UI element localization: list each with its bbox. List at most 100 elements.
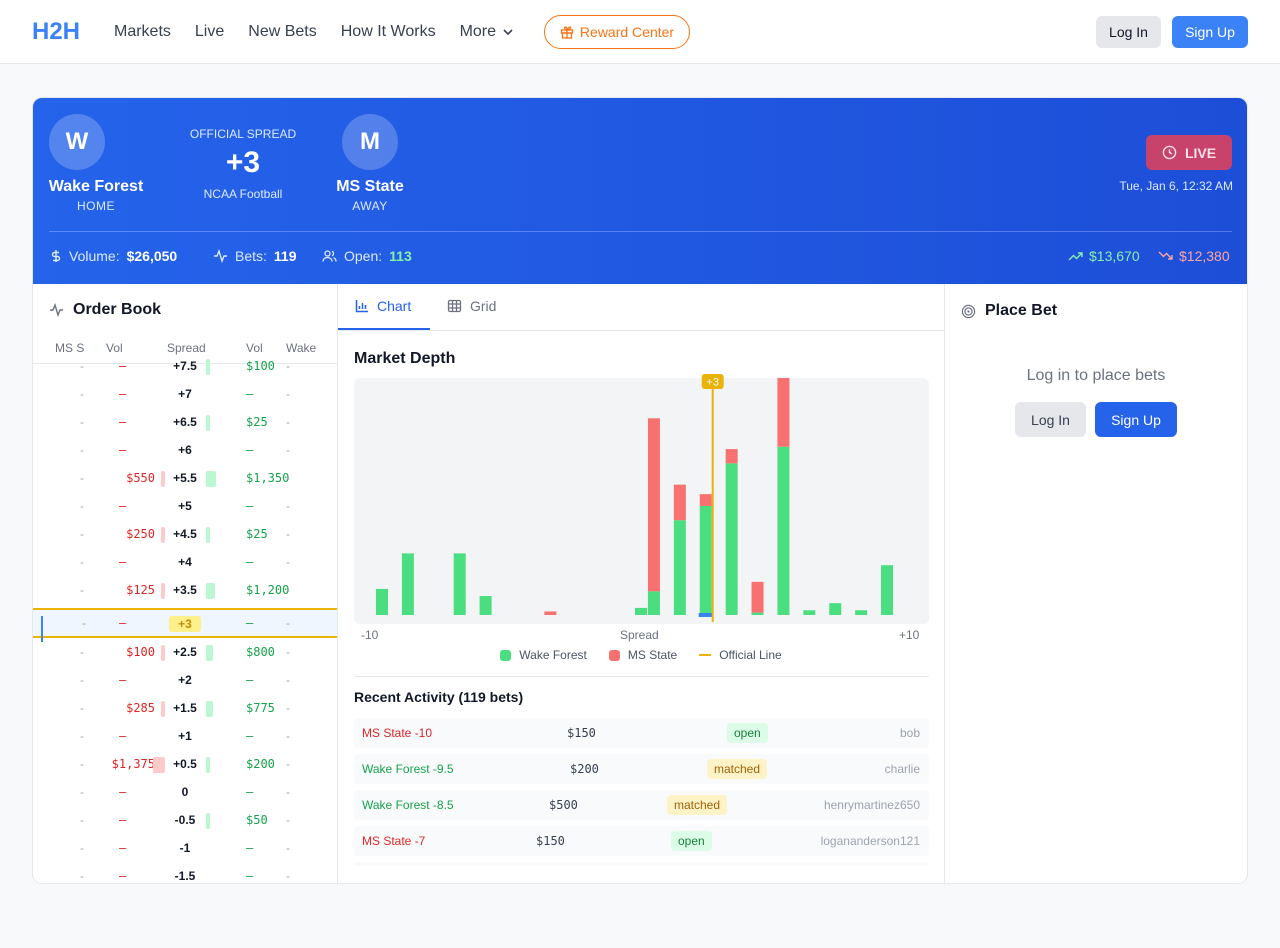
wake-volume: $50 [246,813,268,827]
order-book-row[interactable]: - – +1 – - [33,724,337,752]
wake-count: - [286,583,290,597]
reward-center-label: Reward Center [579,24,675,40]
reward-center-button[interactable]: Reward Center [544,15,690,49]
ms-volume: $550 [126,471,155,485]
header-wake: Wake [286,341,317,355]
market-card: W Wake Forest HOME OFFICIAL SPREAD +3 NC… [32,97,1248,884]
nav-link-markets[interactable]: Markets [114,23,171,40]
market-depth-title: Market Depth [354,350,456,367]
wake-depth-bar [829,603,842,615]
wake-depth-bar [855,610,868,615]
home-team-side: HOME [77,199,115,213]
order-book-row[interactable]: - $125 +3.5 $1,200- [33,578,337,606]
open-label: Open: [344,248,383,264]
bet-side: Wake Forest -8.5 [362,798,454,812]
spread-value: +3.5 [173,583,197,597]
spread-value: +2.5 [173,645,197,659]
wake-volume: – [246,841,254,855]
wake-volume-bar [206,359,210,375]
wake-depth-bar [725,463,738,615]
clock-icon [1162,145,1177,160]
ms-total: $12,380 [1158,248,1230,264]
order-book-row[interactable]: - – -1.5 – - [33,864,337,883]
place-bet-login-button[interactable]: Log In [1015,402,1086,437]
order-book-row[interactable]: - $100 +2.5 $800- [33,640,337,668]
market-depth-chart: +3 [354,374,929,624]
away-team-name: MS State [336,178,404,195]
ms-volume: – [119,785,127,799]
tab-chart[interactable]: Chart [355,298,411,314]
wake-total: $13,670 [1068,248,1140,264]
volume-value: $26,050 [126,248,178,264]
game-header: W Wake Forest HOME OFFICIAL SPREAD +3 NC… [33,98,1247,284]
ms-depth-bar [699,494,712,506]
market-panel: Chart Grid Market Depth +3 -10 Spread +1… [338,284,945,883]
ms-volume: $125 [126,583,155,597]
order-book-row[interactable]: - – -1 – - [33,836,337,864]
nav-link-live[interactable]: Live [194,23,225,40]
logo[interactable]: H2H [32,18,81,45]
order-book-header: MS S Vol Spread Vol Wake [33,339,337,364]
current-position-marker [698,613,713,617]
trending-up-icon [1068,252,1083,261]
nav-link-more[interactable]: More [460,23,514,41]
order-book-row[interactable]: - – +7.5 $100- [33,354,337,382]
login-button[interactable]: Log In [1096,16,1161,48]
wake-volume: – [246,869,254,883]
legend-line: Official Line [699,648,782,662]
bet-amount: $200 [570,762,599,776]
order-book-row[interactable]: - – +5 – - [33,494,337,522]
wake-total-value: $13,670 [1089,248,1140,264]
nav-link-new-bets[interactable]: New Bets [248,23,317,40]
official-line-label: +3 [706,377,719,389]
bet-user: bob [899,726,920,740]
order-book-row[interactable]: - – +6.5 $25 - [33,410,337,438]
header-vol-left: Vol [106,341,123,355]
bet-user: logananderson121 [820,834,920,848]
home-team-name: Wake Forest [48,178,144,195]
home-team-avatar: W [49,114,105,170]
spread-value: +5.5 [173,471,197,485]
wake-volume: – [246,443,254,457]
order-book-row[interactable]: - $285 +1.5 $775- [33,696,337,724]
order-book-row-current[interactable]: - – +3 – - [33,608,337,642]
spread-value: +4 [178,555,192,569]
nav-more-label: More [459,23,497,40]
ms-depth-bar [673,484,686,521]
ms-volume-bar [161,527,165,543]
order-book-row[interactable]: - – +6 – - [33,438,337,466]
activity-row[interactable]: Wake Forest -8.5 $500 matched henrymartinez… [354,790,929,820]
ms-volume: $285 [126,701,155,715]
wake-count: - [286,387,290,401]
ms-volume: $1,375 [111,757,155,771]
order-book-row[interactable]: - – +4 – - [33,550,337,578]
nav-link-how-it-works[interactable]: How It Works [340,23,436,40]
x-axis-label: Spread [620,628,659,642]
tab-grid[interactable]: Grid [447,298,496,314]
place-bet-signup-button[interactable]: Sign Up [1095,402,1177,437]
grid-icon [447,299,462,313]
target-icon [961,304,976,318]
activity-row[interactable]: MS State -10 $150 open bob [354,718,929,748]
wake-depth-bar [803,610,816,615]
wake-depth-bar [635,607,647,615]
order-book-row[interactable]: - – 0 – - [33,780,337,808]
order-book-row[interactable]: - $250 +4.5 $25 - [33,522,337,550]
wake-count: - [286,869,290,883]
order-book-row[interactable]: - $550 +5.5 $1,350- [33,466,337,494]
activity-row[interactable]: Wake Forest -9.5 $200 matched charlie [354,754,929,784]
ms-count: - [80,645,84,659]
ms-volume: – [119,443,127,457]
signup-button[interactable]: Sign Up [1172,16,1248,48]
wake-volume-bar [206,701,214,717]
wake-volume-bar [206,527,210,543]
header-spread: Spread [167,341,206,355]
order-book-row[interactable]: - $1,375 +0.5 $200- [33,752,337,780]
activity-row[interactable]: MS State -7 $150 open logananderson121 [354,826,929,856]
volume-stat: Volume: $26,050 [50,248,177,264]
order-book-row[interactable]: - – -0.5 $50 - [33,808,337,836]
order-book-row[interactable]: - – +2 – - [33,668,337,696]
order-book-row[interactable]: - – +7 – - [33,382,337,410]
ms-volume: – [119,415,127,429]
wake-depth-bar [673,520,686,615]
